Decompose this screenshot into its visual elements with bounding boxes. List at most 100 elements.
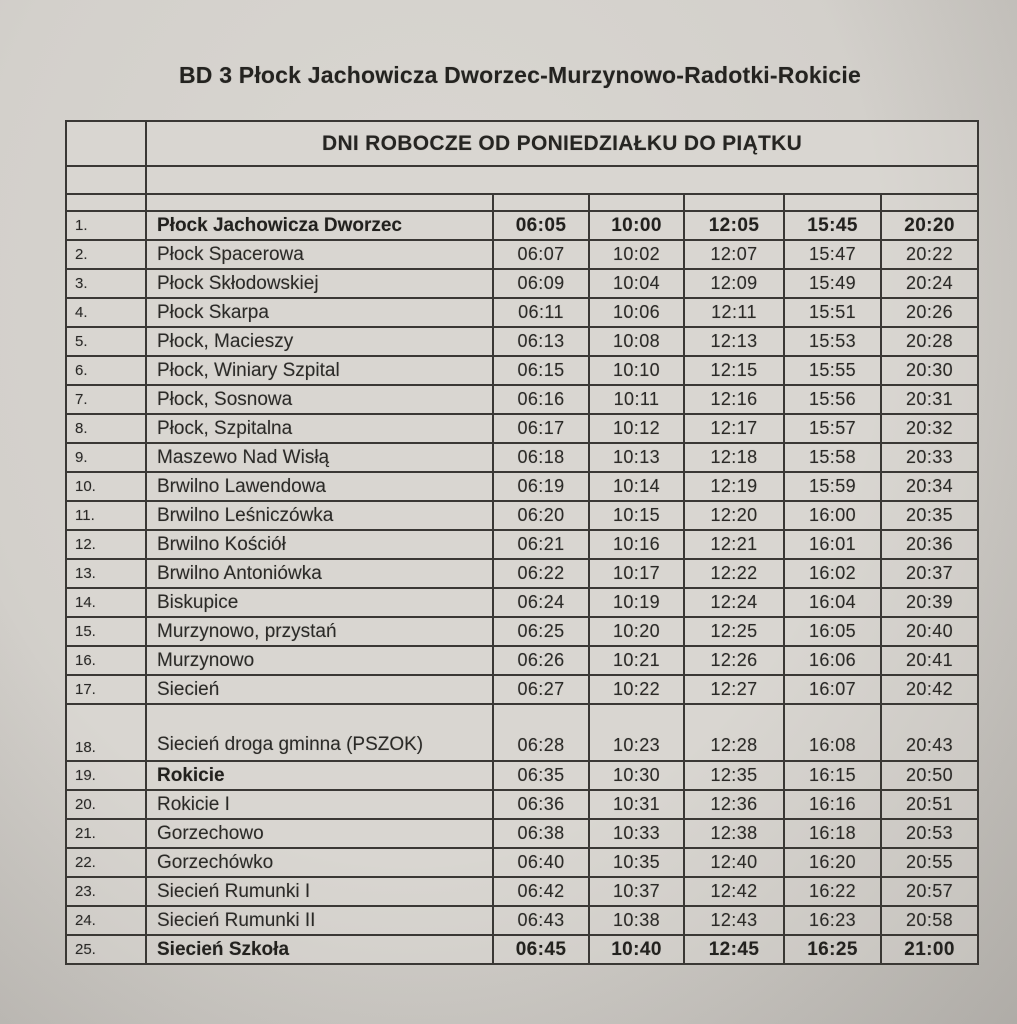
row-number: 10. — [65, 471, 147, 502]
departure-time: 20:31 — [879, 384, 980, 415]
departure-time: 10:08 — [588, 326, 685, 357]
departure-time: 12:11 — [683, 297, 785, 328]
stop-name: Siecień — [145, 674, 494, 705]
departure-time: 12:19 — [683, 471, 785, 502]
row-number: 23. — [65, 876, 147, 907]
departure-time: 20:32 — [879, 413, 980, 444]
departure-time: 15:56 — [783, 384, 882, 415]
table-row: 12. Brwilno Kościół 06:21 10:16 12:21 16:01 20… — [65, 529, 980, 560]
departure-time: 10:17 — [588, 558, 685, 589]
departure-time: 06:26 — [492, 645, 590, 676]
departure-time: 20:36 — [879, 529, 980, 560]
departure-time: 12:24 — [683, 587, 785, 618]
spacer-cell — [683, 193, 785, 212]
departure-time: 12:17 — [683, 413, 785, 444]
departure-time: 12:07 — [683, 239, 785, 270]
row-number: 14. — [65, 587, 147, 618]
departure-time: 12:42 — [683, 876, 785, 907]
departure-time: 20:51 — [879, 789, 980, 820]
departure-time: 10:23 — [588, 703, 685, 762]
table-row: 21. Gorzechowo 06:38 10:33 12:38 16:18 20:53 — [65, 818, 980, 849]
spacer-cell — [783, 193, 882, 212]
stop-name: Rokicie — [145, 760, 494, 791]
departure-time: 12:18 — [683, 442, 785, 473]
departure-time: 10:22 — [588, 674, 685, 705]
departure-time: 10:11 — [588, 384, 685, 415]
table-row: 3. Płock Skłodowskiej 06:09 10:04 12:09 15:49… — [65, 268, 980, 299]
departure-time: 15:49 — [783, 268, 882, 299]
row-number: 24. — [65, 905, 147, 936]
departure-time: 10:35 — [588, 847, 685, 878]
table-row: 20. Rokicie I 06:36 10:31 12:36 16:16 20:51 — [65, 789, 980, 820]
departure-time: 12:38 — [683, 818, 785, 849]
departure-time: 06:11 — [492, 297, 590, 328]
departure-time: 16:16 — [783, 789, 882, 820]
spacer-cell — [879, 193, 980, 212]
departure-time: 16:05 — [783, 616, 882, 647]
table-row: 10. Brwilno Lawendowa 06:19 10:14 12:19 15:59… — [65, 471, 980, 502]
departure-time: 15:45 — [783, 210, 882, 241]
departure-time: 12:35 — [683, 760, 785, 791]
departure-time: 06:45 — [492, 934, 590, 965]
departure-time: 06:05 — [492, 210, 590, 241]
departure-time: 06:16 — [492, 384, 590, 415]
departure-time: 10:12 — [588, 413, 685, 444]
row-number: 16. — [65, 645, 147, 676]
departure-time: 20:34 — [879, 471, 980, 502]
departure-time: 16:22 — [783, 876, 882, 907]
departure-time: 10:20 — [588, 616, 685, 647]
table-row: 7. Płock, Sosnowa 06:16 10:11 12:16 15:56 20:3… — [65, 384, 980, 415]
departure-time: 06:28 — [492, 703, 590, 762]
stop-name: Murzynowo — [145, 645, 494, 676]
spacer-row — [65, 193, 980, 212]
departure-time: 20:33 — [879, 442, 980, 473]
departure-time: 10:10 — [588, 355, 685, 386]
departure-time: 06:09 — [492, 268, 590, 299]
row-number: 7. — [65, 384, 147, 415]
row-number: 15. — [65, 616, 147, 647]
row-number: 25. — [65, 934, 147, 965]
stop-name: Brwilno Leśniczówka — [145, 500, 494, 531]
stop-name: Płock Skarpa — [145, 297, 494, 328]
departure-time: 10:31 — [588, 789, 685, 820]
departure-time: 16:08 — [783, 703, 882, 762]
spacer-ghost-cell — [65, 193, 147, 212]
departure-time: 10:21 — [588, 645, 685, 676]
departure-time: 10:00 — [588, 210, 685, 241]
row-number: 22. — [65, 847, 147, 878]
departure-time: 20:58 — [879, 905, 980, 936]
departure-time: 06:24 — [492, 587, 590, 618]
departure-time: 16:06 — [783, 645, 882, 676]
stop-name: Płock, Macieszy — [145, 326, 494, 357]
departure-time: 06:27 — [492, 674, 590, 705]
departure-time: 16:00 — [783, 500, 882, 531]
table-row: 15. Murzynowo, przystań 06:25 10:20 12:25 16:… — [65, 616, 980, 647]
departure-time: 16:15 — [783, 760, 882, 791]
departure-time: 16:25 — [783, 934, 882, 965]
departure-time: 10:40 — [588, 934, 685, 965]
departure-time: 06:18 — [492, 442, 590, 473]
departure-time: 15:59 — [783, 471, 882, 502]
table-row: 4. Płock Skarpa 06:11 10:06 12:11 15:51 20:26 — [65, 297, 980, 328]
stop-name: Płock Jachowicza Dworzec — [145, 210, 494, 241]
departure-time: 15:51 — [783, 297, 882, 328]
spacer-cell — [492, 193, 590, 212]
departure-time: 15:47 — [783, 239, 882, 270]
departure-time: 06:15 — [492, 355, 590, 386]
departure-time: 10:30 — [588, 760, 685, 791]
departure-time: 06:20 — [492, 500, 590, 531]
departure-time: 20:39 — [879, 587, 980, 618]
departure-time: 10:16 — [588, 529, 685, 560]
timetable: DNI ROBOCZE OD PONIEDZIAŁKU DO PIĄTKU 1.… — [65, 120, 980, 965]
departure-time: 16:02 — [783, 558, 882, 589]
page-title: BD 3 Płock Jachowicza Dworzec-Murzynowo-… — [179, 62, 861, 88]
row-number: 12. — [65, 529, 147, 560]
row-number: 20. — [65, 789, 147, 820]
row-number: 21. — [65, 818, 147, 849]
row-number: 5. — [65, 326, 147, 357]
spacer-cell — [588, 193, 685, 212]
departure-time: 15:58 — [783, 442, 882, 473]
row-number: 8. — [65, 413, 147, 444]
stop-name: Biskupice — [145, 587, 494, 618]
stop-name: Rokicie I — [145, 789, 494, 820]
